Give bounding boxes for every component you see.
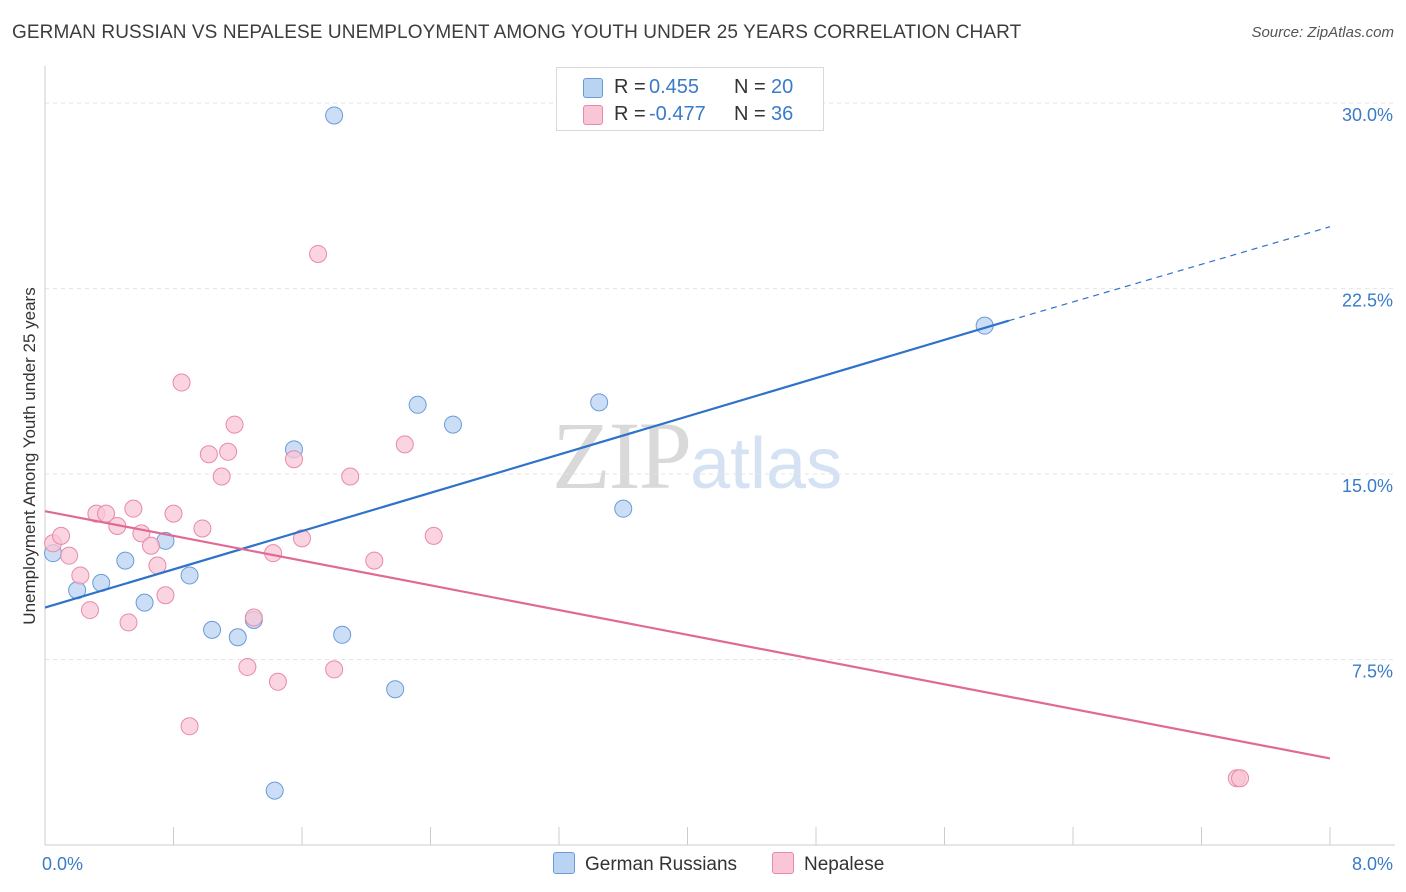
point-nepalese — [199, 445, 218, 464]
y-tick-label: 15.0% — [1342, 476, 1393, 496]
legend-swatch-nepalese — [583, 105, 603, 125]
point-nepalese — [325, 660, 344, 679]
x-tick-label: 0.0% — [42, 854, 83, 874]
point-german-russians — [203, 620, 222, 639]
trendline-german-russians — [44, 319, 1010, 609]
legend-swatch-german-russians — [583, 78, 603, 98]
legend-r-value-german-russians: 0.455 — [649, 76, 700, 98]
point-nepalese — [142, 536, 161, 555]
point-nepalese — [124, 499, 143, 518]
point-nepalese — [244, 608, 263, 627]
point-nepalese — [293, 529, 311, 548]
legend-row-german-russians: R = 0.455 N = 20 — [557, 74, 823, 102]
point-nepalese — [212, 467, 231, 486]
point-nepalese — [225, 415, 244, 434]
point-nepalese — [180, 717, 199, 736]
chart-source: Source: ZipAtlas.com — [1251, 24, 1394, 41]
y-tick-label: 30.0% — [1342, 105, 1393, 125]
point-nepalese — [164, 504, 183, 523]
point-nepalese — [156, 586, 175, 605]
point-nepalese — [424, 526, 443, 545]
trendline-extension-german-russians — [1008, 226, 1331, 322]
point-german-russians — [228, 628, 247, 647]
y-tick-label: 22.5% — [1342, 291, 1393, 311]
point-german-russians — [614, 499, 633, 518]
point-german-russians — [116, 551, 135, 570]
watermark-zip: ZIP — [552, 402, 692, 509]
legend-n-label: N = — [734, 103, 766, 125]
point-german-russians — [180, 566, 199, 585]
bottom-legend-swatch-nepalese — [772, 852, 794, 874]
bottom-legend-nepalese: Nepalese — [772, 852, 884, 876]
bottom-legend-swatch-german-russians — [553, 852, 575, 874]
bottom-legend-german-russians: German Russians — [553, 852, 737, 876]
point-german-russians — [590, 393, 609, 412]
point-nepalese — [71, 566, 90, 585]
point-german-russians — [408, 395, 427, 414]
point-nepalese — [80, 601, 99, 620]
legend-n-value-nepalese: 36 — [771, 103, 794, 125]
watermark-atlas: atlas — [690, 424, 843, 504]
x-tick-label: 8.0% — [1352, 854, 1393, 874]
bottom-legend-label-german-russians: German Russians — [585, 854, 738, 875]
legend-row-nepalese: R = -0.477 N = 36 — [557, 101, 823, 129]
legend-n-value-german-russians: 20 — [771, 76, 794, 98]
legend-r-label: R = — [614, 76, 646, 98]
y-axis-label: Unemployment Among Youth under 25 years — [20, 287, 39, 625]
legend-r-label: R = — [614, 103, 646, 125]
point-nepalese — [119, 613, 138, 632]
bottom-legend-label-nepalese: Nepalese — [804, 854, 885, 875]
point-nepalese — [60, 546, 79, 565]
trendline-nepalese — [44, 510, 1331, 760]
point-nepalese — [219, 442, 238, 461]
point-german-russians — [325, 106, 344, 125]
point-nepalese — [172, 373, 191, 392]
legend-n-label: N = — [734, 76, 766, 98]
point-nepalese — [365, 551, 384, 570]
point-nepalese — [193, 519, 212, 538]
point-nepalese — [1231, 769, 1250, 788]
point-nepalese — [52, 526, 71, 545]
point-german-russians — [443, 415, 462, 434]
point-german-russians — [386, 680, 405, 699]
zipatlas-watermark: ZIPatlas — [552, 400, 842, 511]
point-nepalese — [268, 672, 287, 691]
point-german-russians — [265, 781, 284, 800]
point-nepalese — [309, 244, 328, 263]
point-nepalese — [238, 657, 257, 676]
point-german-russians — [135, 593, 154, 612]
legend-r-value-nepalese: -0.477 — [649, 103, 706, 125]
point-nepalese — [284, 450, 303, 469]
point-nepalese — [395, 435, 414, 454]
point-nepalese — [341, 467, 360, 486]
correlation-legend: R = 0.455 N = 20 R = -0.477 N = 36 — [556, 67, 824, 131]
point-german-russians — [333, 625, 352, 644]
chart-title: GERMAN RUSSIAN VS NEPALESE UNEMPLOYMENT … — [12, 22, 1022, 43]
y-tick-label: 7.5% — [1352, 662, 1393, 682]
